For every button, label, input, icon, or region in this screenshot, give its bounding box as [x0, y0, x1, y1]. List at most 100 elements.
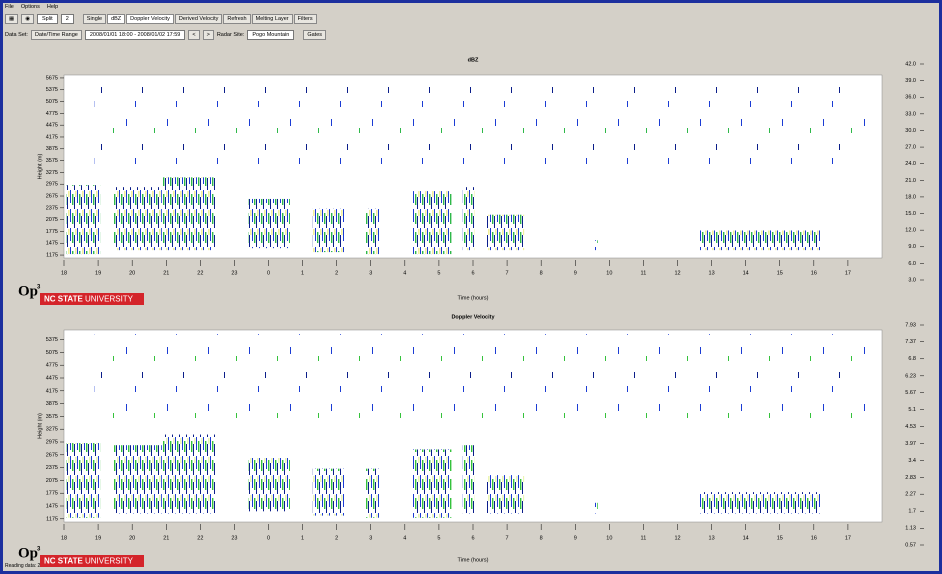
colorbar-label: 18.0 — [905, 194, 916, 200]
colorbar-label: 2.83 — [905, 475, 916, 481]
y-tick-label: 3575 — [46, 414, 58, 420]
x-tick-label: 15 — [777, 270, 783, 276]
x-tick-label: 16 — [811, 535, 817, 541]
x-tick-label: 9 — [574, 270, 577, 276]
x-tick-label: 21 — [163, 535, 169, 541]
logo-sup: 3 — [37, 547, 41, 553]
colorbar-label: 5.67 — [905, 390, 916, 396]
echo-region — [248, 458, 290, 511]
y-tick-label: 2975 — [46, 182, 58, 188]
colorbar-label: 7.93 — [905, 322, 916, 328]
y-tick-label: 2075 — [46, 478, 58, 484]
echo-region — [463, 445, 475, 513]
y-tick-label: 2075 — [46, 217, 58, 223]
echo-region — [487, 475, 524, 513]
colorbar-label: 6.0 — [908, 261, 916, 267]
y-tick-label: 5075 — [46, 350, 58, 356]
y-tick-label: 5375 — [46, 337, 58, 343]
x-axis-label: Time (hours) — [458, 295, 489, 301]
colorbar-label: 9.0 — [908, 244, 916, 250]
echo-region — [66, 185, 100, 254]
echo-region — [163, 177, 215, 250]
x-tick-label: 18 — [61, 535, 67, 541]
echo-region — [463, 187, 475, 250]
echo-region — [113, 445, 162, 513]
y-tick-label: 2375 — [46, 465, 58, 471]
echo-region — [413, 449, 452, 517]
y-axis-label: Height (m) — [37, 153, 43, 179]
x-tick-label: 6 — [471, 535, 474, 541]
echo-region — [163, 435, 215, 514]
logo-mark: Op — [18, 283, 38, 299]
echo-region — [313, 469, 345, 516]
x-tick-label: 17 — [845, 270, 851, 276]
chart-title: dBZ — [468, 57, 479, 63]
x-tick-label: 4 — [403, 270, 406, 276]
echo-region — [313, 209, 345, 252]
colorbar-label: 5.1 — [908, 407, 916, 413]
echo-region — [366, 209, 380, 254]
y-tick-label: 1475 — [46, 241, 58, 247]
x-tick-label: 20 — [129, 535, 135, 541]
x-tick-label: 8 — [540, 270, 543, 276]
x-tick-label: 2 — [335, 270, 338, 276]
logo-university: UNIVERSITY — [85, 295, 134, 304]
logo-university: UNIVERSITY — [85, 557, 134, 566]
y-tick-label: 1175 — [46, 516, 58, 522]
colorbar-label: 3.0 — [908, 277, 916, 283]
y-tick-label: 2975 — [46, 439, 58, 445]
y-tick-label: 2675 — [46, 452, 58, 458]
x-tick-label: 22 — [197, 535, 203, 541]
y-tick-label: 3875 — [46, 401, 58, 407]
x-tick-label: 13 — [709, 270, 715, 276]
y-tick-label: 3275 — [46, 427, 58, 433]
colorbar-label: 3.4 — [908, 458, 916, 464]
colorbar-label: 3.97 — [905, 441, 916, 447]
echo-region — [700, 230, 821, 250]
echo-region — [595, 503, 598, 514]
x-tick-label: 15 — [777, 535, 783, 541]
echo-region — [66, 443, 100, 518]
y-tick-label: 4475 — [46, 375, 58, 381]
echo-region — [595, 240, 598, 250]
logo-university-bold: NC STATE — [44, 557, 83, 566]
echo-region — [95, 81, 869, 172]
x-tick-label: 1 — [301, 535, 304, 541]
colorbar-label: 24.0 — [905, 161, 916, 167]
x-tick-label: 19 — [95, 535, 101, 541]
x-tick-label: 16 — [811, 270, 817, 276]
y-tick-label: 3275 — [46, 170, 58, 176]
colorbar-label: 30.0 — [905, 128, 916, 134]
logo-sup: 3 — [37, 285, 41, 291]
y-tick-label: 3875 — [46, 146, 58, 152]
x-tick-label: 7 — [506, 535, 509, 541]
x-tick-label: 20 — [129, 270, 135, 276]
chart-title: Doppler Velocity — [451, 314, 495, 320]
screen: FileOptionsHelp ▦ ◉ Split 2 SingledBZDop… — [0, 0, 942, 574]
echo-region — [113, 187, 162, 250]
colorbar-label: 1.7 — [908, 509, 916, 515]
x-tick-label: 5 — [437, 535, 440, 541]
y-tick-label: 4775 — [46, 363, 58, 369]
x-axis-label: Time (hours) — [458, 557, 489, 563]
y-tick-label: 1475 — [46, 503, 58, 509]
y-tick-label: 3575 — [46, 158, 58, 164]
x-tick-label: 14 — [743, 270, 749, 276]
x-tick-label: 3 — [369, 535, 372, 541]
colorbar-label: 39.0 — [905, 78, 916, 84]
x-tick-label: 1 — [301, 270, 304, 276]
colorbar-label: 1.13 — [905, 526, 916, 532]
x-tick-label: 13 — [709, 535, 715, 541]
x-tick-label: 19 — [95, 270, 101, 276]
x-tick-label: 4 — [403, 535, 406, 541]
colorbar-label: 12.0 — [905, 228, 916, 234]
echo-region — [366, 469, 380, 518]
x-tick-label: 18 — [61, 270, 67, 276]
x-tick-label: 12 — [674, 535, 680, 541]
x-tick-label: 14 — [743, 535, 749, 541]
logo-mark: Op — [18, 545, 38, 561]
echo-region — [413, 191, 452, 254]
x-tick-label: 2 — [335, 535, 338, 541]
colorbar-label: 7.37 — [905, 339, 916, 345]
